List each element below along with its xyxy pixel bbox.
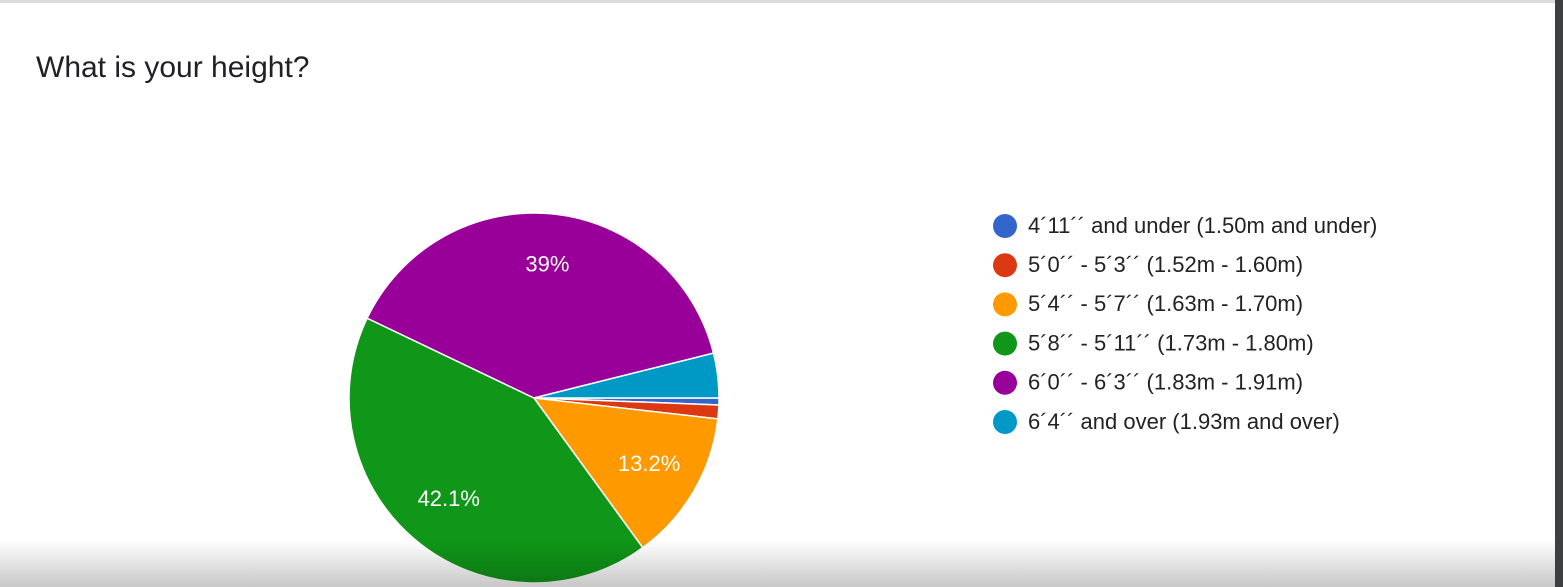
legend: 4´11´´ and under (1.50m and under) 5´0´´ … [993, 213, 1377, 434]
pie-slice [366, 212, 715, 399]
legend-swatch [993, 253, 1017, 278]
chart-title: What is your height? [36, 51, 309, 84]
legend-swatch [993, 331, 1017, 356]
legend-swatch [993, 370, 1017, 395]
legend-swatch [993, 292, 1017, 317]
legend-swatch [993, 214, 1017, 238]
slice-label: 13.2% [618, 451, 680, 476]
pie: 13.2% 42.1% 39% [348, 212, 720, 584]
legend-label: 6´0´´ - 6´3´´ (1.83m - 1.91m) [1028, 370, 1303, 395]
pie-slice [533, 352, 720, 399]
legend-label: 5´8´´ - 5´11´´ (1.73m - 1.80m) [1028, 330, 1314, 355]
legend-label: 5´0´´ - 5´3´´ (1.52m - 1.60m) [1028, 252, 1303, 277]
scrollbar-edge [1555, 0, 1563, 587]
legend-label: 5´4´´ - 5´7´´ (1.63m - 1.70m) [1028, 291, 1303, 316]
top-border [0, 0, 1563, 3]
bottom-shadow [0, 540, 1555, 587]
slice-label: 39% [525, 251, 569, 276]
slice-label: 42.1% [418, 486, 480, 511]
legend-label: 6´4´´ and over (1.93m and over) [1028, 409, 1340, 434]
legend-label: 4´11´´ and under (1.50m and under) [1028, 213, 1377, 238]
legend-swatch [993, 410, 1017, 434]
